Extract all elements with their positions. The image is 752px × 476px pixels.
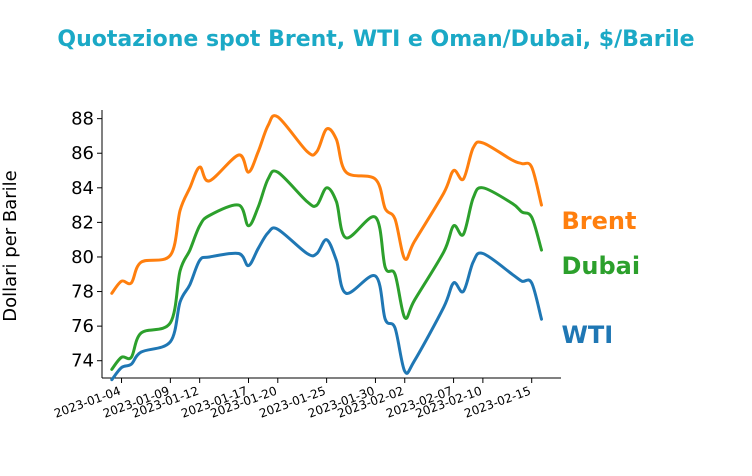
series-label-brent: Brent: [561, 207, 636, 235]
y-tick-label: 82: [71, 212, 94, 233]
y-tick-label: 86: [71, 143, 94, 164]
y-tick-label: 78: [71, 282, 94, 303]
series-line-wti: [110, 226, 543, 382]
series-line-brent: [110, 114, 543, 295]
series-label-wti: WTI: [561, 321, 613, 349]
series-line-dubai: [110, 169, 543, 371]
series-label-dubai: Dubai: [561, 252, 640, 280]
y-tick-label: 80: [71, 247, 94, 268]
y-tick-label: 84: [71, 178, 94, 199]
plot-area: 74767880828486882023-01-042023-01-092023…: [52, 109, 640, 421]
chart-title: Quotazione spot Brent, WTI e Oman/Dubai,…: [57, 27, 694, 52]
y-tick-label: 74: [71, 351, 94, 372]
y-axis-label: Dollari per Barile: [0, 170, 21, 322]
y-tick-label: 76: [71, 316, 94, 337]
y-tick-label: 88: [71, 109, 94, 130]
